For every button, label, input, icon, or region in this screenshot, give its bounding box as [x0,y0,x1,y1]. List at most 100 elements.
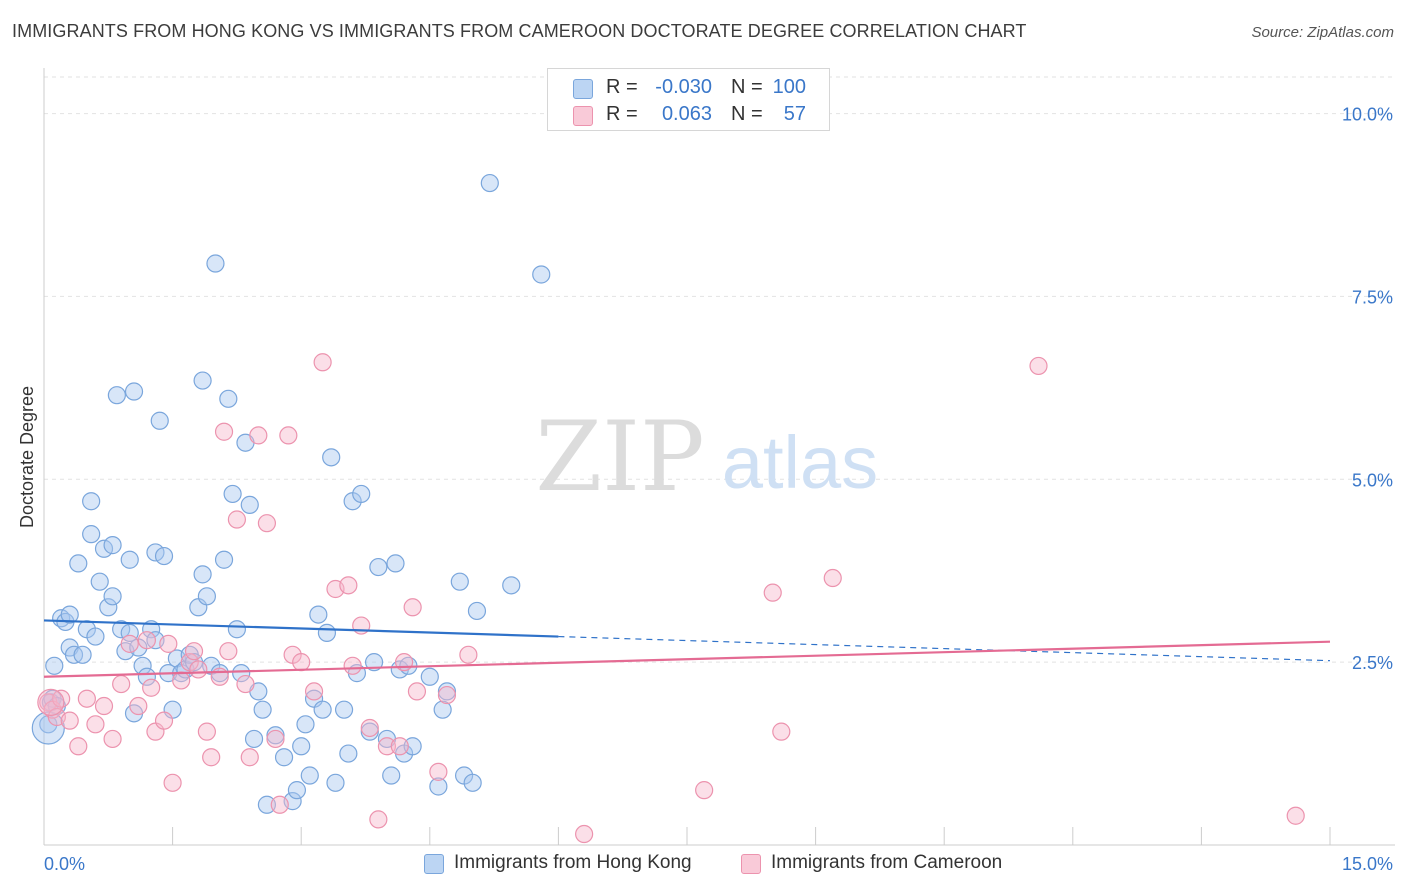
watermark-zip: ZIP [535,401,704,513]
point-hongkong [287,781,307,800]
x-tick-label-max: 15.0% [1342,854,1393,874]
point-cameroon [227,510,246,529]
point-cameroon [1029,356,1048,376]
point-hongkong [364,653,384,672]
point-cameroon [129,696,148,716]
point-hongkong [274,748,294,767]
legend-row-hongkong: R = -0.030 N = 100 [548,74,829,100]
point-cameroon [214,422,234,441]
point-hongkong [292,737,311,756]
point-cameroon [86,715,105,734]
point-hongkong [334,700,354,719]
trend-line-hongkong-extrapolated [558,635,1331,662]
y-tick-label: 5.0% [1352,470,1393,490]
point-cameroon [236,674,255,694]
point-hongkong [403,737,422,756]
point-hongkong [352,484,371,504]
legend-n-value: 57 [783,103,806,125]
point-cameroon [112,674,131,694]
point-hongkong [103,587,122,606]
point-hongkong [124,382,144,401]
point-cameroon [249,426,268,445]
point-hongkong [227,620,246,639]
bottom-legend-hongkong: Immigrants from Hong Kong [454,852,692,873]
point-hongkong [326,773,345,792]
watermark-atlas: atlas [722,421,878,504]
point-hongkong [86,627,105,646]
point-hongkong [480,173,499,193]
point-cameroon [202,748,221,767]
watermark: ZIP atlas [535,401,878,513]
point-cameroon [304,682,324,701]
legend-swatch-cameroon [573,106,593,126]
point-hongkong [197,587,216,606]
legend-n-label: N = [731,76,763,98]
point-hongkong [82,492,101,511]
point-cameroon [77,689,96,708]
point-cameroon [377,737,397,756]
bottom-legend-cameroon: Immigrants from Cameroon [771,852,1003,873]
point-cameroon [189,660,208,679]
point-cameroon-cluster [37,688,65,716]
point-hongkong [120,550,139,569]
point-cameroon [390,737,409,756]
point-hongkong [240,495,259,514]
legend-r-value: 0.063 [661,103,712,125]
point-hongkong [73,645,92,664]
point-hongkong [107,386,126,405]
point-cameroon [437,685,457,705]
point-hongkong [467,601,487,621]
point-hongkong [60,605,79,624]
point-cameroon [279,426,298,445]
point-hongkong [296,715,315,734]
point-cameroon [219,642,238,661]
point-cameroon [52,689,71,708]
trend-lines [43,619,1331,678]
point-hongkong [137,667,156,686]
point-cameroon [339,576,358,595]
point-hongkong [232,664,251,683]
y-tick-label: 2.5% [1352,653,1393,673]
point-cameroon [772,722,791,741]
legend-n-value: 100 [772,76,806,98]
point-cameroon [163,773,182,792]
legend-r-value: -0.030 [655,76,712,98]
point-hongkong [193,565,212,584]
point-hongkong [313,700,332,719]
series-hongkong-points [31,173,551,814]
point-cameroon [266,729,285,749]
point-hongkong [219,389,238,408]
point-cameroon [763,583,782,602]
point-cameroon [459,645,478,664]
point-cameroon [369,810,388,829]
point-hongkong [150,411,169,430]
source-label: Source: ZipAtlas.com [1251,24,1394,41]
point-cameroon [695,781,714,800]
chart-title: IMMIGRANTS FROM HONG KONG VS IMMIGRANTS … [12,21,1027,41]
point-hongkong [253,700,272,719]
legend-n-label: N = [731,103,763,125]
point-cameroon [197,722,216,741]
point-cameroon [172,671,191,690]
point-cameroon [575,824,594,844]
y-tick-label: 10.0% [1342,105,1393,125]
point-cameroon [403,598,422,617]
y-tick-label: 7.5% [1352,287,1393,307]
point-hongkong [317,623,337,642]
point-hongkong [223,484,242,504]
point-cameroon [270,795,289,814]
point-hongkong [103,536,122,555]
point-cameroon [240,748,259,767]
point-cameroon [94,696,114,716]
trend-line-cameroon [43,640,1331,678]
point-cameroon [343,656,362,675]
point-cameroon [159,634,178,653]
point-hongkong [502,576,521,595]
trend-line-hongkong [43,619,559,638]
point-cameroon [823,568,842,588]
point-hongkong [214,550,234,569]
gridlines [44,76,1395,663]
point-hongkong [193,371,212,390]
point-hongkong [45,656,64,675]
y-tick-labels: 2.5% 5.0% 7.5% 10.0% [1342,105,1393,674]
